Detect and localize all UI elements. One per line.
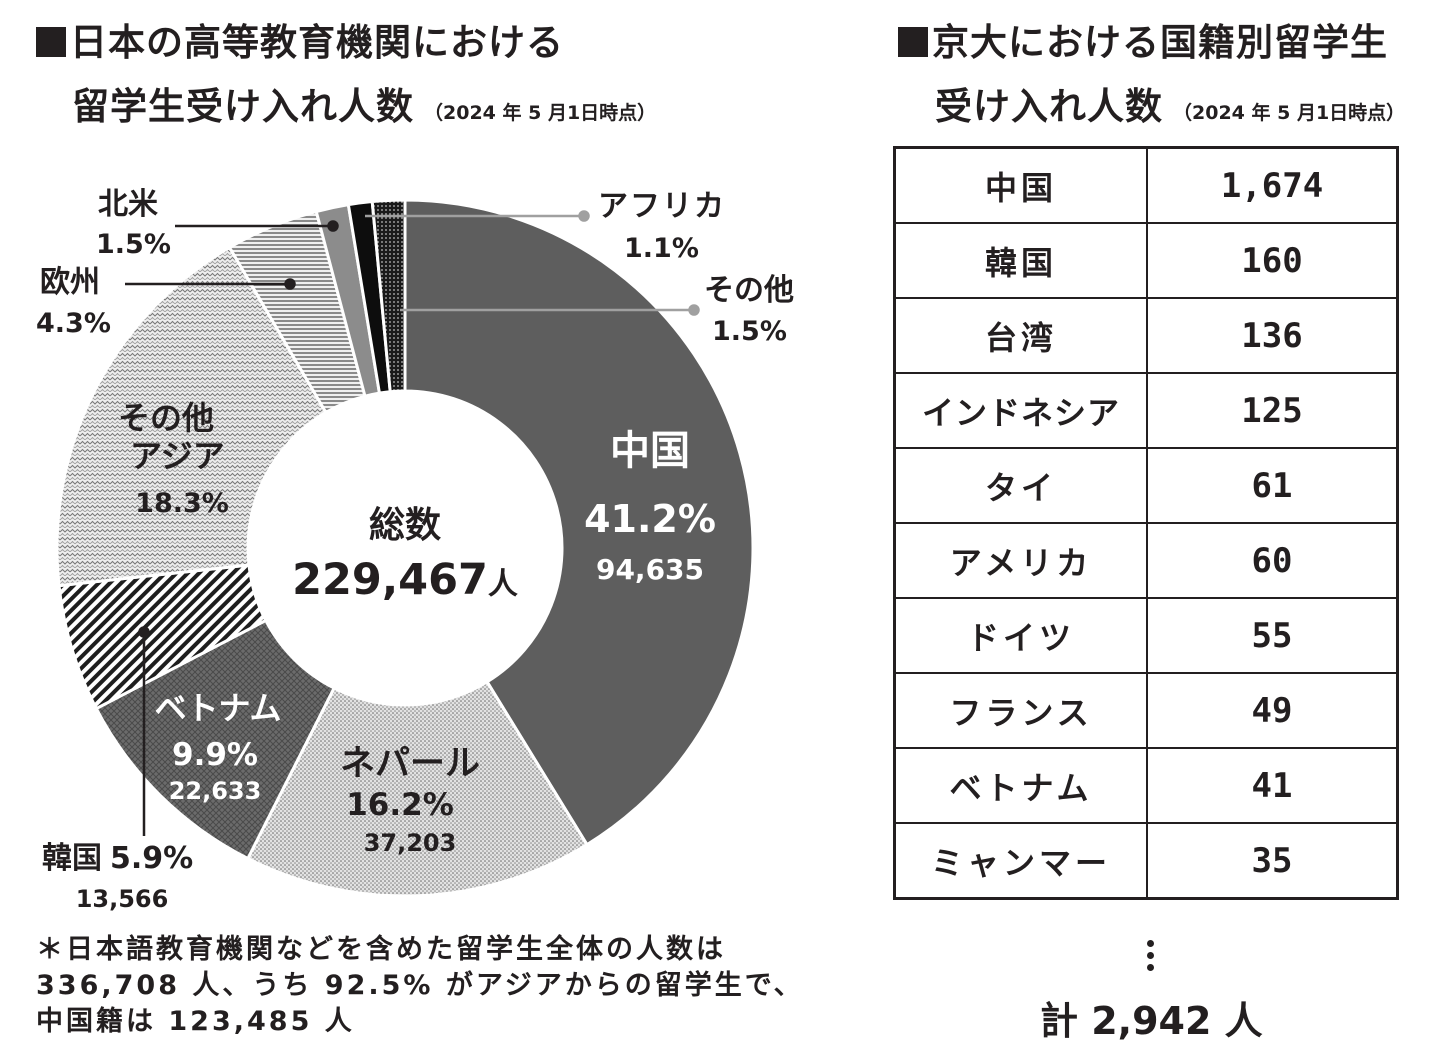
- center-total: 229,467人: [285, 555, 525, 605]
- count-cell: 41: [1146, 747, 1399, 824]
- country-cell: ドイツ: [893, 597, 1148, 674]
- count-cell: 136: [1146, 297, 1399, 374]
- vietnam-name-label: ベトナム: [154, 689, 282, 727]
- count-cell: 1,674: [1146, 146, 1399, 224]
- korea-percent-label: 5.9%: [110, 841, 194, 876]
- kyoto-students-table: 中国 1,674 韓国 160 台湾 136 インドネシア 125 タイ 61 アメリカ 6…: [893, 146, 1399, 900]
- left-title-line1: 日本の高等教育機関における: [36, 24, 564, 61]
- count-cell: 160: [1146, 222, 1399, 299]
- donut-chart: [55, 198, 755, 898]
- left-date-note: （2024 年 5 月1日時点）: [424, 102, 657, 124]
- other-percent-label: 1.5%: [712, 316, 787, 347]
- square-bullet-icon: [36, 27, 66, 57]
- left-title-line2: 留学生受け入れ人数 （2024 年 5 月1日時点）: [72, 85, 657, 128]
- square-bullet-icon: [898, 27, 928, 57]
- china-percent-label: 41.2%: [584, 497, 716, 541]
- table-row: タイ 61: [893, 447, 1399, 524]
- center-total-value: 229,467: [292, 555, 488, 605]
- country-cell: タイ: [893, 447, 1148, 524]
- africa-percent-label: 1.1%: [624, 233, 699, 264]
- center-total-unit: 人: [487, 567, 518, 602]
- count-cell: 35: [1146, 822, 1399, 900]
- table-row: 中国 1,674: [893, 146, 1399, 224]
- table-row: インドネシア 125: [893, 372, 1399, 449]
- country-cell: ベトナム: [893, 747, 1148, 824]
- korea-leader-dot: [138, 626, 150, 638]
- country-cell: ミャンマー: [893, 822, 1148, 900]
- korea-label: 韓国 5.9%: [42, 841, 194, 877]
- table-row: フランス 49: [893, 672, 1399, 749]
- other-asia-name-line2: アジア: [130, 437, 225, 475]
- other-asia-name-line1: その他: [118, 399, 215, 437]
- europe-leader-dot: [284, 278, 296, 290]
- table-row: ミャンマー 35: [893, 822, 1399, 900]
- north-america-leader-dot: [327, 220, 339, 232]
- footnote: ＊日本語教育機関などを含めた留学生全体の人数は 336,708 人、うち 92.…: [36, 934, 804, 1037]
- korea-name-label: 韓国: [42, 841, 102, 876]
- count-cell: 60: [1146, 522, 1399, 599]
- country-cell: アメリカ: [893, 522, 1148, 599]
- table-row: 台湾 136: [893, 297, 1399, 374]
- table-total: 計 2,942 人: [1040, 999, 1263, 1043]
- other-leader-dot: [688, 304, 700, 316]
- vertical-ellipsis-icon: [1140, 940, 1160, 976]
- nepal-count-label: 37,203: [363, 829, 457, 857]
- china-name-label: 中国: [610, 428, 690, 474]
- north-america-name-label: 北米: [98, 187, 158, 222]
- europe-percent-label: 4.3%: [36, 308, 111, 339]
- table-row: ドイツ 55: [893, 597, 1399, 674]
- country-cell: インドネシア: [893, 372, 1148, 449]
- right-title-line2: 受け入れ人数 （2024 年 5 月1日時点）: [935, 85, 1406, 128]
- count-cell: 61: [1146, 447, 1399, 524]
- nepal-percent-label: 16.2%: [346, 787, 454, 823]
- vietnam-count-label: 22,633: [168, 777, 262, 805]
- center-total-label: 総数: [368, 505, 441, 546]
- table-row: 韓国 160: [893, 222, 1399, 299]
- country-cell: 台湾: [893, 297, 1148, 374]
- right-title-line1: 京大における国籍別留学生: [898, 24, 1388, 61]
- count-cell: 125: [1146, 372, 1399, 449]
- europe-name-label: 欧州: [40, 265, 100, 300]
- korea-count-label: 13,566: [75, 885, 169, 913]
- table-row: アメリカ 60: [893, 522, 1399, 599]
- africa-leader-dot: [578, 210, 590, 222]
- north-america-percent-label: 1.5%: [96, 229, 171, 260]
- nepal-name-label: ネパール: [339, 744, 480, 784]
- count-cell: 55: [1146, 597, 1399, 674]
- country-cell: 韓国: [893, 222, 1148, 299]
- vietnam-percent-label: 9.9%: [172, 737, 258, 773]
- africa-name-label: アフリカ: [598, 189, 726, 224]
- right-date-note: （2024 年 5 月1日時点）: [1173, 102, 1406, 124]
- china-count-label: 94,635: [595, 553, 705, 586]
- other-name-label: その他: [704, 273, 794, 308]
- country-cell: フランス: [893, 672, 1148, 749]
- table-row: ベトナム 41: [893, 747, 1399, 824]
- donut-hole: [248, 391, 562, 705]
- other-asia-percent-label: 18.3%: [135, 488, 229, 519]
- count-cell: 49: [1146, 672, 1399, 749]
- country-cell: 中国: [893, 146, 1148, 224]
